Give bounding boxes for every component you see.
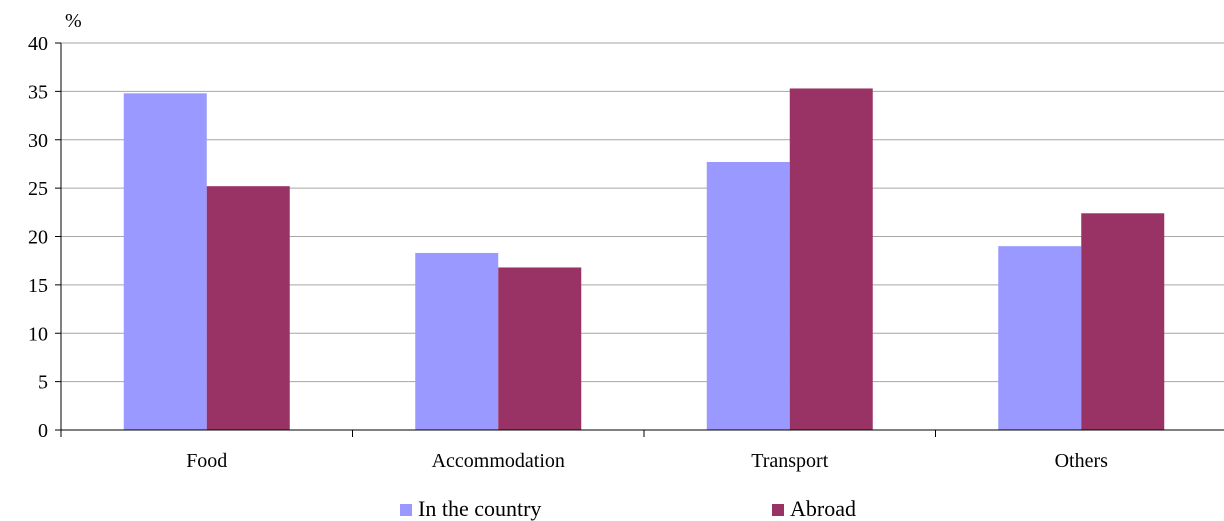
bars [123,88,1165,430]
y-tick-label: 35 [28,81,48,103]
legend-swatch [772,504,784,516]
x-category-label: Others [1055,450,1109,472]
bar-in-the-country-transport [706,162,790,430]
y-tick-label: 5 [38,372,48,394]
legend: In the country Abroad [400,496,856,521]
y-tick-label: 15 [28,275,48,297]
bar-in-the-country-accommodation [415,252,499,430]
y-tick-label: 0 [38,420,48,442]
bar-in-the-country-others [998,246,1082,430]
x-category-label: Accommodation [432,450,565,472]
x-category-label: Transport [751,450,828,472]
bar-abroad-food [206,186,290,430]
axes: 0 5 10 15 20 25 30 35 40 Food Accommodation Transpo… [28,33,1224,472]
y-tick-label: 40 [28,33,48,55]
bar-abroad-transport [789,88,873,430]
legend-label: In the country [418,496,541,521]
y-axis-unit-label: % [65,10,82,32]
bar-abroad-accommodation [498,267,582,430]
y-tick-label: 20 [28,227,48,249]
y-tick-label: 25 [28,178,48,200]
legend-label: Abroad [790,496,856,521]
bar-in-the-country-food [123,93,207,430]
y-tick-label: 30 [28,130,48,152]
bar-abroad-others [1081,213,1165,430]
y-tick-label: 10 [28,323,48,345]
x-category-label: Food [186,450,227,472]
legend-swatch [400,504,412,516]
